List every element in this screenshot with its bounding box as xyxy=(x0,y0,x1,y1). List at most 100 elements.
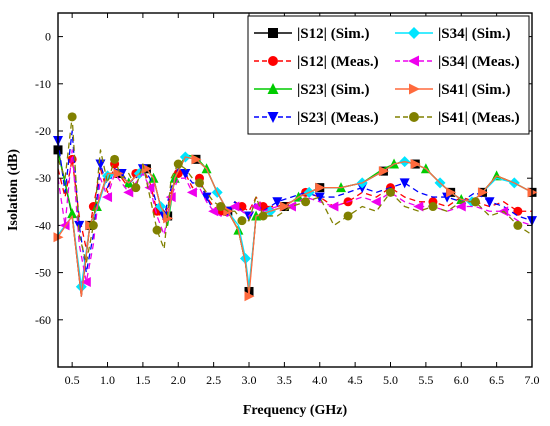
data-point xyxy=(67,208,78,219)
data-point xyxy=(244,291,255,302)
data-point xyxy=(314,192,325,203)
series-line xyxy=(57,149,533,283)
x-tick-label: 5.5 xyxy=(418,373,433,387)
series-S41-meas xyxy=(57,112,533,264)
y-tick-label: -10 xyxy=(35,77,51,91)
y-tick-label: -40 xyxy=(35,218,51,232)
data-point xyxy=(484,197,495,208)
data-point xyxy=(279,201,290,212)
series-S34-meas xyxy=(57,149,533,288)
series-line xyxy=(57,130,533,274)
data-point xyxy=(180,168,191,179)
x-tick-label: 2.5 xyxy=(206,373,221,387)
data-point xyxy=(237,216,247,226)
x-tick-label: 6.5 xyxy=(489,373,504,387)
series-line xyxy=(57,149,533,297)
series-S34-sim xyxy=(57,151,533,293)
data-point xyxy=(446,187,457,198)
data-point xyxy=(386,187,396,197)
data-point xyxy=(95,159,106,170)
data-point xyxy=(163,213,174,224)
x-tick-label: 3.0 xyxy=(242,373,257,387)
legend-marker xyxy=(267,112,279,123)
data-point xyxy=(258,202,268,212)
legend-marker xyxy=(409,83,420,95)
data-point xyxy=(477,187,488,198)
data-point xyxy=(131,183,141,193)
legend-label: |S41| (Sim.) xyxy=(438,82,510,98)
x-tick-label: 5.0 xyxy=(383,373,398,387)
data-point xyxy=(110,154,120,164)
data-point xyxy=(67,112,77,122)
tick-label-layer: 0.5 1.0 1.5 2.0 2.5 3.0 3.5 4.0 4.5 5.0 5.5 6.0 6.5 7… xyxy=(35,30,540,387)
series-S41-sim xyxy=(53,154,538,302)
series-layer xyxy=(53,112,538,302)
legend: |S12| (Sim.) |S34| (Sim.) |S12| (Meas.) |S3… xyxy=(247,15,530,135)
data-point xyxy=(141,163,152,174)
legend-label: |S23| (Meas.) xyxy=(297,110,379,126)
legend-marker xyxy=(409,112,419,122)
x-tick-label: 2.0 xyxy=(171,373,186,387)
x-tick-label: 0.5 xyxy=(65,373,80,387)
data-point xyxy=(191,154,202,165)
data-point xyxy=(428,202,438,212)
data-point xyxy=(194,178,204,188)
data-point xyxy=(186,187,197,198)
data-point xyxy=(229,201,240,212)
data-point xyxy=(410,159,421,170)
legend-label: |S12| (Sim.) xyxy=(297,26,369,42)
x-tick-label: 6.0 xyxy=(454,373,469,387)
data-point xyxy=(455,201,466,212)
x-tick-label: 4.5 xyxy=(348,373,363,387)
data-point xyxy=(399,178,410,189)
data-point xyxy=(237,202,247,212)
data-point xyxy=(144,182,155,193)
legend-marker xyxy=(268,28,278,38)
legend-marker xyxy=(267,83,279,94)
legend-marker xyxy=(268,56,278,66)
data-point xyxy=(272,197,283,208)
x-tick-label: 7.0 xyxy=(525,373,540,387)
x-tick-label: 1.0 xyxy=(100,373,115,387)
legend-label: |S23| (Sim.) xyxy=(297,82,369,98)
x-tick-label: 4.0 xyxy=(312,373,327,387)
x-tick-label: 1.5 xyxy=(135,373,150,387)
data-point xyxy=(165,192,176,203)
data-point xyxy=(80,277,91,288)
data-point xyxy=(328,201,339,212)
data-point xyxy=(239,252,251,264)
data-point xyxy=(513,206,523,216)
data-point xyxy=(470,197,480,207)
data-point xyxy=(301,197,311,207)
legend-label: |S34| (Meas.) xyxy=(438,54,520,70)
y-tick-label: -30 xyxy=(35,171,51,185)
legend-box xyxy=(247,15,530,135)
legend-marker xyxy=(408,27,420,39)
series-line xyxy=(57,156,533,288)
data-point xyxy=(378,166,389,177)
y-tick-label: -50 xyxy=(35,266,51,280)
x-tick-label: 3.5 xyxy=(277,373,292,387)
data-point xyxy=(152,225,162,235)
series-line xyxy=(57,156,533,297)
data-point xyxy=(123,187,134,198)
legend-label: |S34| (Sim.) xyxy=(438,26,510,42)
data-point xyxy=(173,159,183,169)
y-axis-title: Isolation (dB) xyxy=(6,149,21,231)
data-point xyxy=(258,211,268,221)
series-S12-sim xyxy=(53,145,537,297)
data-point xyxy=(315,182,326,193)
legend-label: |S12| (Meas.) xyxy=(297,54,379,70)
legend-label: |S41| (Meas.) xyxy=(438,110,520,126)
data-point xyxy=(102,192,113,203)
data-point xyxy=(75,281,87,293)
legend-marker xyxy=(408,55,419,67)
y-tick-label: -20 xyxy=(35,124,51,138)
x-axis-title: Frequency (GHz) xyxy=(243,403,348,418)
data-point xyxy=(343,211,353,221)
data-point xyxy=(370,196,381,207)
data-point xyxy=(413,201,424,212)
data-point xyxy=(513,220,523,230)
data-point xyxy=(285,201,296,212)
